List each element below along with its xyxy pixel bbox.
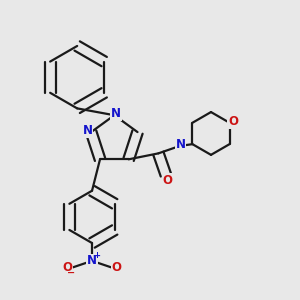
Text: N: N	[87, 254, 97, 267]
Text: O: O	[228, 115, 238, 128]
Text: −: −	[68, 268, 76, 278]
Text: N: N	[176, 138, 186, 151]
Text: +: +	[93, 251, 100, 260]
Text: O: O	[112, 261, 122, 274]
Text: N: N	[82, 124, 93, 137]
Text: N: N	[111, 107, 121, 120]
Text: O: O	[62, 261, 72, 274]
Text: O: O	[162, 174, 172, 187]
